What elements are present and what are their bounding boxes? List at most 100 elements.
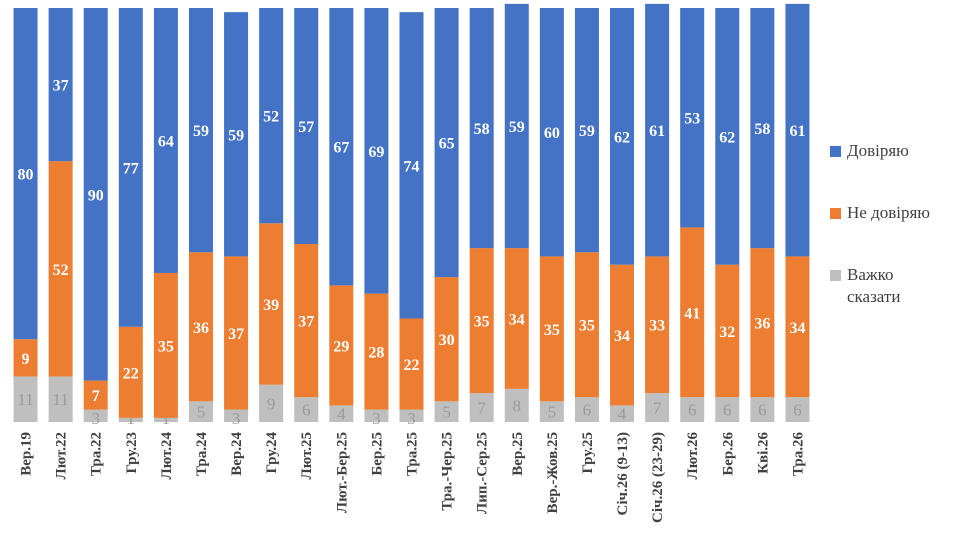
legend: Довіряю Не довіряю Важко сказати	[830, 140, 955, 348]
bar-segment	[153, 272, 178, 418]
bar-segment	[715, 264, 740, 398]
value-label: 28	[368, 345, 384, 362]
bar-segment	[645, 256, 670, 394]
bar-segment	[364, 293, 389, 410]
x-label-group: Вер.-Жов.25	[545, 432, 561, 513]
value-label: 80	[18, 167, 34, 184]
bar-segment	[153, 8, 178, 273]
x-label-group: Тра.22	[89, 432, 105, 476]
value-label: 65	[439, 136, 455, 153]
bar-segment	[13, 376, 38, 422]
bar-segment	[715, 397, 740, 422]
bar-segment	[610, 405, 635, 422]
bar-segment	[224, 409, 249, 422]
value-label: 61	[649, 123, 665, 140]
value-label: 1	[162, 409, 171, 428]
bar-segment	[118, 417, 143, 422]
value-label: 57	[298, 119, 314, 136]
bar-segment	[294, 397, 319, 422]
bar-segment	[13, 8, 38, 340]
bar-segment	[574, 397, 599, 422]
value-label: 9	[267, 394, 276, 413]
x-tick-label: Тра.24	[194, 432, 210, 477]
value-label: 32	[719, 324, 735, 341]
x-tick-label: Вер.19	[19, 432, 35, 476]
bar-segment	[224, 256, 249, 410]
x-label-group: Гру.25	[580, 432, 596, 474]
bar-segment	[469, 248, 494, 394]
value-label: 35	[579, 318, 595, 335]
bar-segment	[13, 339, 38, 377]
value-label: 37	[298, 314, 314, 331]
x-tick-label: Лют.-Бер.25	[334, 432, 350, 513]
value-label: 53	[684, 111, 700, 128]
bar-segment	[645, 393, 670, 422]
bar-segment	[574, 8, 599, 253]
value-label: 61	[789, 123, 805, 140]
x-label-group: Лют.-Бер.25	[334, 432, 350, 513]
legend-label: Не довіряю	[847, 203, 930, 222]
x-tick-label: Бер.26	[720, 432, 736, 476]
bar-segment	[399, 409, 424, 422]
x-tick-label: Лип.-Сер.25	[475, 432, 491, 514]
x-label-group: Тра.26	[790, 432, 806, 477]
x-tick-label: Гру.25	[580, 432, 596, 474]
bar-segment	[294, 243, 319, 398]
x-tick-label: Січ.26 (9-13)	[615, 432, 631, 515]
bar-segment	[610, 264, 635, 406]
value-label: 11	[17, 390, 33, 409]
bar-segment	[118, 326, 143, 418]
value-label: 8	[513, 396, 522, 415]
x-tick-label: Вер.-Жов.25	[545, 432, 561, 513]
bar-segment	[750, 8, 775, 249]
x-label-group: Лют.24	[159, 432, 175, 480]
legend-label: Довіряю	[847, 141, 909, 160]
value-label: 58	[754, 121, 770, 138]
value-label: 62	[719, 129, 735, 146]
value-label: 6	[723, 401, 732, 420]
x-tick-label: Лют.26	[685, 432, 701, 480]
value-label: 6	[583, 401, 592, 420]
value-label: 52	[263, 109, 279, 126]
value-label: 7	[477, 399, 486, 418]
bar-segment	[48, 376, 73, 422]
bar-segment	[329, 8, 354, 286]
x-label-group: Лют.25	[299, 432, 315, 479]
value-label: 6	[302, 401, 311, 420]
value-label: 64	[158, 133, 174, 150]
value-label: 7	[92, 388, 100, 405]
bar-segment	[469, 393, 494, 422]
bar-segment	[48, 161, 73, 377]
x-label-group: Бер.26	[720, 432, 736, 476]
bar-segment	[504, 248, 529, 389]
bar-segment	[259, 223, 284, 385]
x-label-group: Січ.26 (23-29)	[650, 432, 666, 523]
x-label-group: Тра.-Чер.25	[440, 432, 456, 511]
legend-item: Довіряю	[830, 140, 955, 162]
bar-segment	[504, 388, 529, 422]
value-label: 58	[474, 121, 490, 138]
value-label: 39	[263, 297, 279, 314]
x-tick-label: Тра.22	[89, 432, 105, 476]
value-label: 77	[123, 160, 139, 177]
value-label: 5	[442, 403, 451, 422]
bar-segment	[329, 405, 354, 422]
bar-segment	[750, 248, 775, 398]
x-tick-label: Лют.22	[54, 432, 70, 479]
value-label: 74	[404, 158, 420, 175]
bar-segment	[399, 318, 424, 410]
x-tick-label: Вер.24	[229, 432, 245, 476]
value-label: 22	[123, 365, 139, 382]
value-label: 36	[754, 316, 770, 333]
x-label-group: Вер.25	[510, 432, 526, 476]
value-label: 34	[789, 320, 805, 337]
bar-segment	[539, 401, 564, 422]
value-label: 37	[53, 78, 69, 95]
bar-segment	[364, 409, 389, 422]
value-label: 9	[22, 351, 30, 368]
bar-segment	[188, 252, 213, 402]
value-label: 33	[649, 318, 665, 335]
value-label: 41	[684, 305, 700, 322]
value-label: 3	[407, 409, 416, 428]
